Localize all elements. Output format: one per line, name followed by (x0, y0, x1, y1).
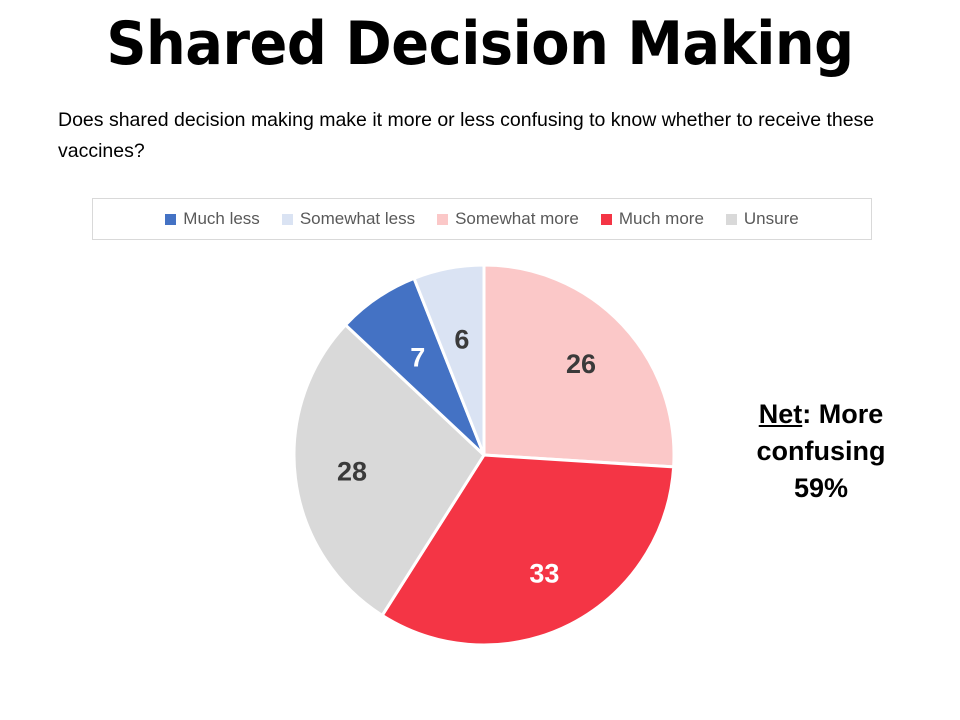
net-annotation-rest: : More (802, 399, 884, 429)
pie-slice-value-label: 33 (529, 559, 559, 589)
legend-swatch-icon (725, 213, 737, 225)
net-annotation: Net: More confusing 59% (688, 396, 954, 507)
net-annotation-label: Net (758, 399, 803, 429)
legend-item[interactable]: Much less (165, 209, 260, 229)
chart-subtitle-question: Does shared decision making make it more… (58, 109, 875, 162)
pie-slice[interactable] (292, 323, 486, 617)
legend-item[interactable]: Somewhat less (281, 209, 416, 229)
legend-item-label: Much less (183, 209, 260, 228)
legend-swatch-icon (165, 213, 177, 225)
legend-swatch-icon (600, 213, 612, 225)
legend-item-label: Much more (618, 209, 704, 228)
pie-slice-value-label: 7 (410, 343, 425, 373)
pie-slice[interactable] (412, 263, 486, 457)
net-annotation-line2: confusing (756, 436, 886, 466)
pie-slice[interactable] (482, 263, 676, 469)
pie-slice-value-label: 26 (566, 349, 596, 379)
chart-legend: Much less Somewhat less Somewhat more Much … (92, 198, 872, 240)
pie-chart: 26 33 28 7 6 (292, 263, 676, 647)
net-annotation-line1: Net: More (688, 396, 954, 433)
page-title: Shared Decision Making (106, 9, 854, 79)
legend-swatch-icon (437, 213, 449, 225)
pie-chart-svg: 26 33 28 76 (292, 263, 676, 647)
pie-slice-value-label: 6 (454, 324, 469, 354)
legend-item[interactable]: Unsure (725, 209, 799, 229)
net-annotation-line3: 59% (793, 473, 849, 503)
legend-item[interactable]: Somewhat more (437, 209, 579, 229)
legend-item-label: Somewhat more (455, 209, 579, 228)
legend-item[interactable]: Much more (600, 209, 704, 229)
pie-slice-value-label: 28 (337, 457, 367, 487)
legend-item-label: Somewhat less (299, 209, 416, 228)
legend-item-label: Unsure (743, 209, 799, 228)
legend-swatch-icon (281, 213, 293, 225)
